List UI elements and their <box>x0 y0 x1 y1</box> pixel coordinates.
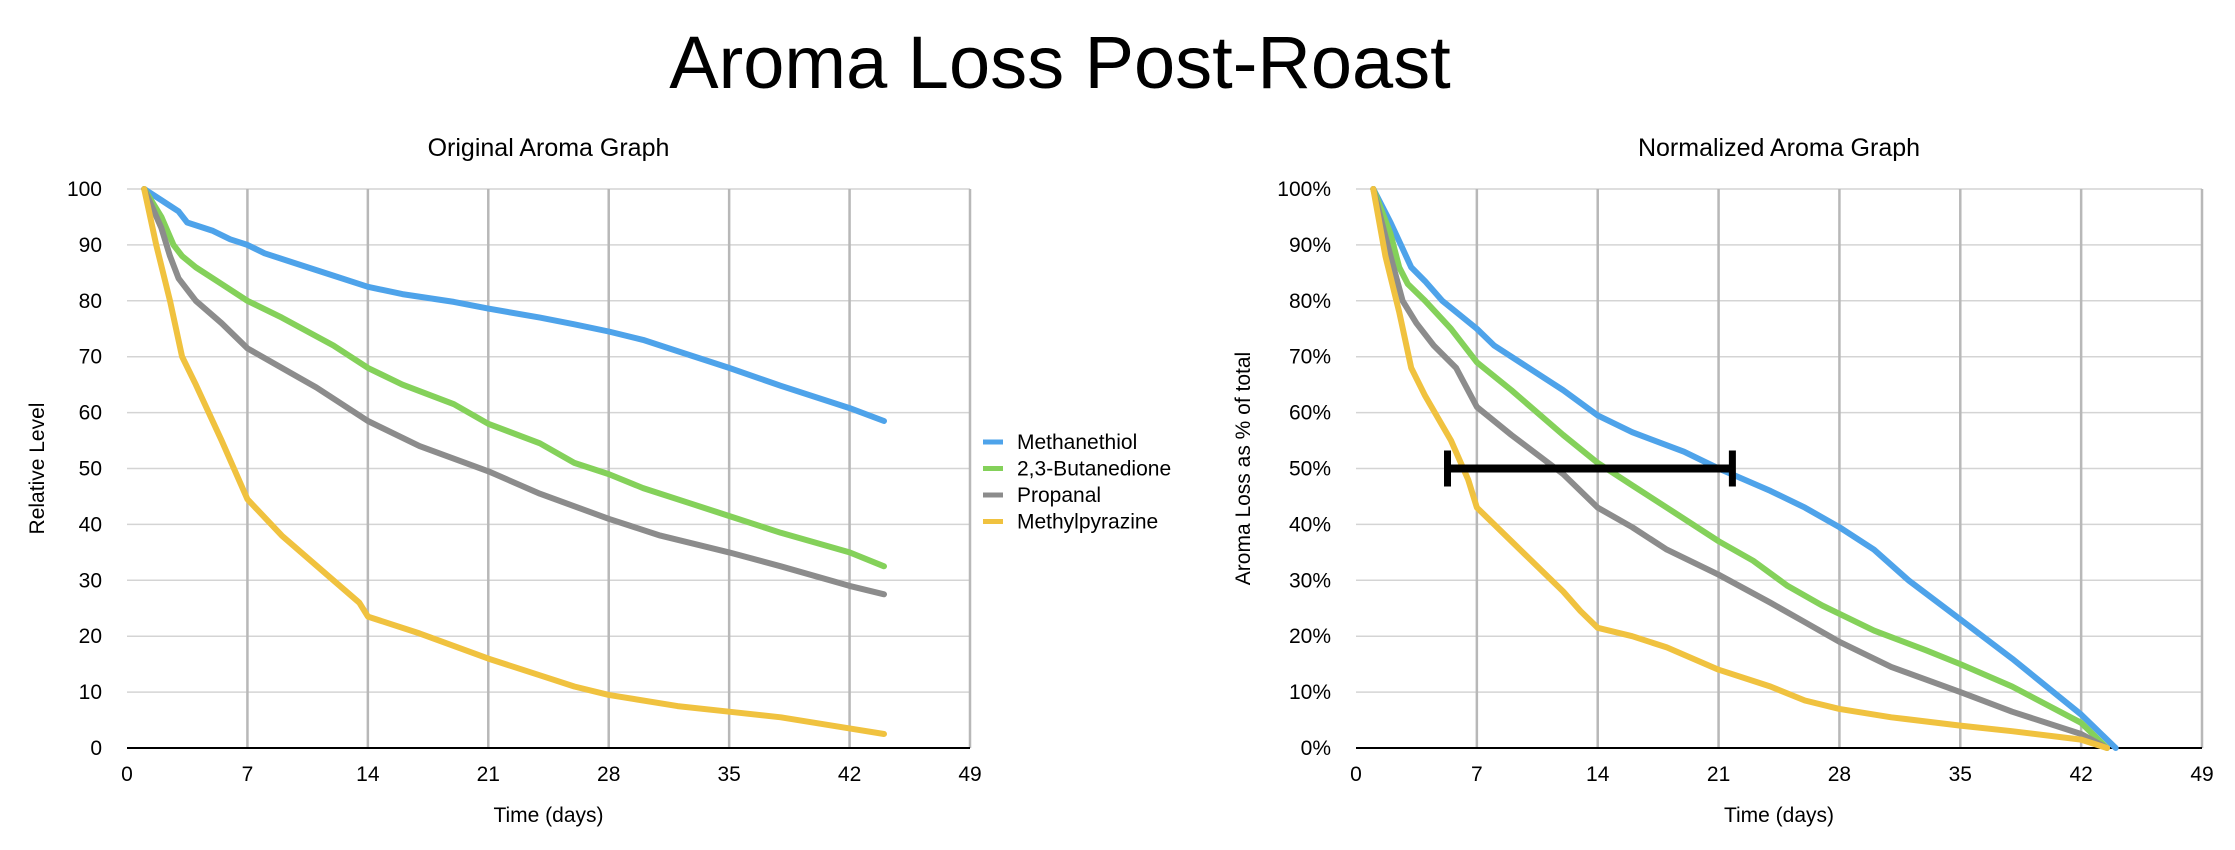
chart2-ytick-label: 70% <box>1289 346 1331 369</box>
chart2-ytick-label: 50% <box>1289 458 1331 481</box>
chart2-xtick-label: 49 <box>2190 763 2213 786</box>
chart1-xtick-label: 0 <box>121 763 133 786</box>
chart2-xtick-label: 42 <box>2069 763 2092 786</box>
chart2-ytick-label: 0% <box>1301 737 1331 760</box>
chart1-xtick-label: 14 <box>356 763 380 786</box>
chart2-xtick-label: 35 <box>1949 763 1972 786</box>
chart2-ytick-label: 40% <box>1289 513 1331 536</box>
chart1-line-2-3-butanedione <box>141 186 887 570</box>
chart2-line-2-3-butanedione <box>1370 186 2110 751</box>
main-title: Aroma Loss Post-Roast <box>669 21 1451 104</box>
chart1-ytick-label: 30 <box>79 569 102 592</box>
chart1-ytick-label: 100 <box>67 178 102 201</box>
chart2-ytick-label: 60% <box>1289 402 1331 425</box>
chart1-xtick-label: 28 <box>597 763 620 786</box>
chart1-xtick-label: 7 <box>242 763 254 786</box>
chart2-ylabel: Aroma Loss as % of total <box>1232 352 1255 585</box>
chart1-ytick-label: 0 <box>90 737 102 760</box>
chart2-ytick-label: 10% <box>1289 681 1331 704</box>
chart1-xtick-label: 42 <box>838 763 861 786</box>
chart1-ytick-label: 50 <box>79 458 102 481</box>
chart2-xlabel: Time (days) <box>1724 804 1834 827</box>
chart2-xtick-label: 28 <box>1828 763 1851 786</box>
chart2-ytick-label: 30% <box>1289 569 1331 592</box>
chart1-ytick-label: 40 <box>79 513 102 536</box>
chart1-ylabel: Relative Level <box>26 403 49 535</box>
chart2-line-propanal <box>1370 186 2110 751</box>
chart1-ytick-label: 90 <box>79 234 102 257</box>
chart1-ytick-label: 70 <box>79 346 102 369</box>
chart1-xtick-label: 49 <box>958 763 981 786</box>
legend-label: Propanal <box>1017 484 1101 507</box>
legend-label: Methylpyrazine <box>1017 511 1158 534</box>
chart2-ytick-label: 80% <box>1289 290 1331 313</box>
chart2-line-methylpyrazine <box>1370 186 2110 751</box>
chart2-ytick-label: 20% <box>1289 625 1331 648</box>
chart1-ytick-label: 20 <box>79 625 102 648</box>
legend-label: 2,3-Butanedione <box>1017 458 1171 481</box>
chart2-xtick-label: 14 <box>1586 763 1610 786</box>
chart1-xlabel: Time (days) <box>493 804 603 827</box>
legend-label: Methanethiol <box>1017 431 1137 454</box>
chart1-xtick-label: 35 <box>717 763 740 786</box>
chart2-xtick-label: 0 <box>1350 763 1362 786</box>
chart1-line-methylpyrazine <box>141 186 887 737</box>
chart2-ytick-label: 90% <box>1289 234 1331 257</box>
chart1-ytick-label: 80 <box>79 290 102 313</box>
chart2-xtick-label: 21 <box>1707 763 1730 786</box>
chart2-xtick-label: 7 <box>1471 763 1483 786</box>
chart2-title: Normalized Aroma Graph <box>1638 134 1920 162</box>
chart2-line-methanethiol <box>1370 186 2119 751</box>
chart1-xtick-label: 21 <box>477 763 500 786</box>
chart1-line-propanal <box>141 186 887 598</box>
chart1-title: Original Aroma Graph <box>428 134 670 162</box>
chart1-ytick-label: 10 <box>79 681 102 704</box>
chart1-ytick-label: 60 <box>79 402 102 425</box>
chart2-ytick-label: 100% <box>1277 178 1331 201</box>
chart1-line-methanethiol <box>141 186 887 424</box>
